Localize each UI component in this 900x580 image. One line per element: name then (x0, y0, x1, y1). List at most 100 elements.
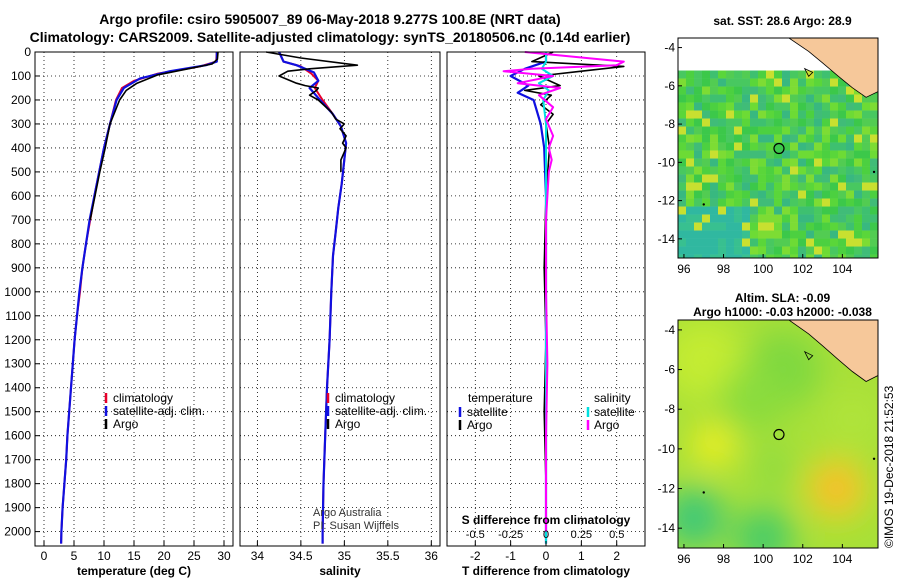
sst-cell (790, 158, 798, 167)
sst-cell (678, 230, 686, 239)
sst-cell (758, 78, 766, 87)
sst-cell (854, 174, 862, 183)
profile-location-marker (773, 142, 785, 155)
x-tick-label: 34.5 (289, 549, 313, 563)
sst-cell (694, 238, 702, 247)
sst-cell (694, 102, 702, 111)
sst-cell (726, 158, 734, 167)
sst-cell (822, 102, 830, 111)
sst-cell (750, 70, 758, 79)
sst-cell (806, 214, 814, 223)
sst-cell (750, 214, 758, 223)
sst-cell (822, 142, 830, 151)
sst-cell (822, 110, 830, 119)
sst-cell (774, 134, 782, 143)
sst-cell (798, 166, 806, 175)
sst-cell (750, 190, 758, 199)
sst-cell (694, 198, 702, 207)
sst-cell (774, 78, 782, 87)
sst-cell (862, 182, 870, 191)
sst-cell (750, 78, 758, 87)
sst-cell (742, 254, 750, 258)
island (872, 170, 876, 174)
sst-cell (678, 94, 686, 103)
x-axis-label: salinity (319, 564, 361, 578)
sst-cell (862, 166, 870, 175)
x-tick-label: 20 (157, 549, 171, 563)
sst-cell (774, 86, 782, 95)
panel-salinity: 34 34.5 35 35.5 36 salinity (239, 51, 441, 578)
sst-cell (750, 174, 758, 183)
sst-cell (830, 190, 838, 199)
sst-cell (750, 110, 758, 119)
depth-tick-label: 200 (11, 93, 31, 107)
sst-cell (846, 166, 854, 175)
sst-cell (798, 150, 806, 159)
sst-cell (862, 254, 870, 258)
sst-cell (822, 78, 830, 87)
sst-cell (798, 214, 806, 223)
x-tick-label: -1 (505, 549, 516, 563)
sst-cell (686, 126, 694, 135)
sst-cell (798, 70, 806, 79)
map-frame (677, 37, 879, 259)
figure-title-line-1: Argo profile: csiro 5905007_89 06-May-20… (99, 11, 561, 27)
sst-cell (790, 150, 798, 159)
secondary-axis-label: S difference from climatology (462, 513, 631, 527)
sst-cell (766, 206, 774, 215)
sst-cell (734, 102, 742, 111)
sst-cell (726, 86, 734, 95)
sst-cell (694, 174, 702, 183)
sst-cell (830, 158, 838, 167)
sst-cell (718, 190, 726, 199)
sst-cell (742, 158, 750, 167)
sst-cell (718, 222, 726, 231)
sst-cell (750, 134, 758, 143)
sst-cell (734, 86, 742, 95)
sst-cell (862, 174, 870, 183)
sst-cell (710, 182, 718, 191)
sst-cell (750, 118, 758, 127)
sst-cell (814, 118, 822, 127)
depth-tick-label: 800 (11, 237, 31, 251)
sst-cell (862, 206, 870, 215)
sst-cell (766, 118, 774, 127)
sst-cell (718, 142, 726, 151)
sst-cell (734, 222, 742, 231)
sst-cell (838, 214, 846, 223)
map-map_sst: 96 98 100 102 104 -4 -6 -8 -10 -12 -14 (658, 37, 879, 276)
sst-cell (742, 134, 750, 143)
sst-cell (694, 222, 702, 231)
sst-cell (734, 70, 742, 79)
map-y-tick-label: -10 (658, 442, 676, 456)
map-x-tick-label: 102 (793, 552, 813, 566)
sst-cell (686, 70, 694, 79)
sst-cell (766, 70, 774, 79)
sst-cell (726, 70, 734, 79)
sst-cell (806, 198, 814, 207)
sst-cell (686, 102, 694, 111)
sst-cell (718, 246, 726, 255)
sst-cell (742, 214, 750, 223)
map-y-tick-label: -14 (658, 521, 676, 535)
sst-cell (774, 174, 782, 183)
sst-cell (718, 238, 726, 247)
sst-cell (862, 142, 870, 151)
sst-cell (742, 142, 750, 151)
sst-cell (782, 206, 790, 215)
sst-cell (694, 150, 702, 159)
sst-cell (694, 86, 702, 95)
sst-cell (726, 118, 734, 127)
sst-cell (838, 150, 846, 159)
sst-cell (758, 246, 766, 255)
sst-cell (758, 102, 766, 111)
sst-cell (822, 198, 830, 207)
sst-cell (822, 134, 830, 143)
sst-cell (758, 158, 766, 167)
sst-cell (734, 158, 742, 167)
map-x-tick-label: 104 (832, 552, 852, 566)
sst-cell (806, 174, 814, 183)
island (702, 491, 705, 494)
sst-cell (710, 142, 718, 151)
map-x-tick-label: 104 (832, 262, 852, 276)
